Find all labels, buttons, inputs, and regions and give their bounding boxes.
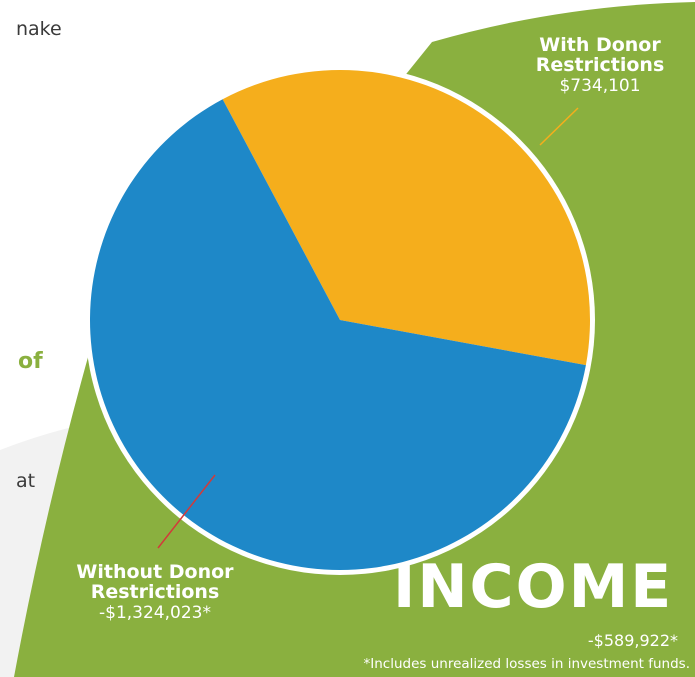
footnote: *Includes unrealized losses in investmen… — [363, 656, 690, 672]
leader-line-without — [157, 474, 216, 549]
leader-line-with — [539, 107, 579, 146]
body-text-fragment: nake — [16, 18, 62, 40]
slice-name-with: With Donor Restrictions — [535, 34, 665, 76]
label-with-donor-restrictions: With Donor Restrictions $734,101 — [525, 34, 675, 96]
chart-title: INCOME — [393, 552, 674, 622]
label-without-donor-restrictions: Without Donor Restrictions -$1,324,023* — [55, 561, 255, 623]
income-total: -$589,922* — [587, 631, 678, 650]
pie-slice-without-donor-restrictions — [90, 99, 586, 570]
slice-value-with: $734,101 — [559, 75, 641, 96]
pie-slice-with-donor-restrictions — [222, 69, 591, 366]
heading-text-fragment: of — [18, 349, 43, 374]
body-text-fragment: at — [16, 470, 36, 492]
slice-value-without: -$1,324,023* — [99, 602, 211, 623]
slice-name-without: Without Donor Restrictions — [76, 561, 234, 603]
